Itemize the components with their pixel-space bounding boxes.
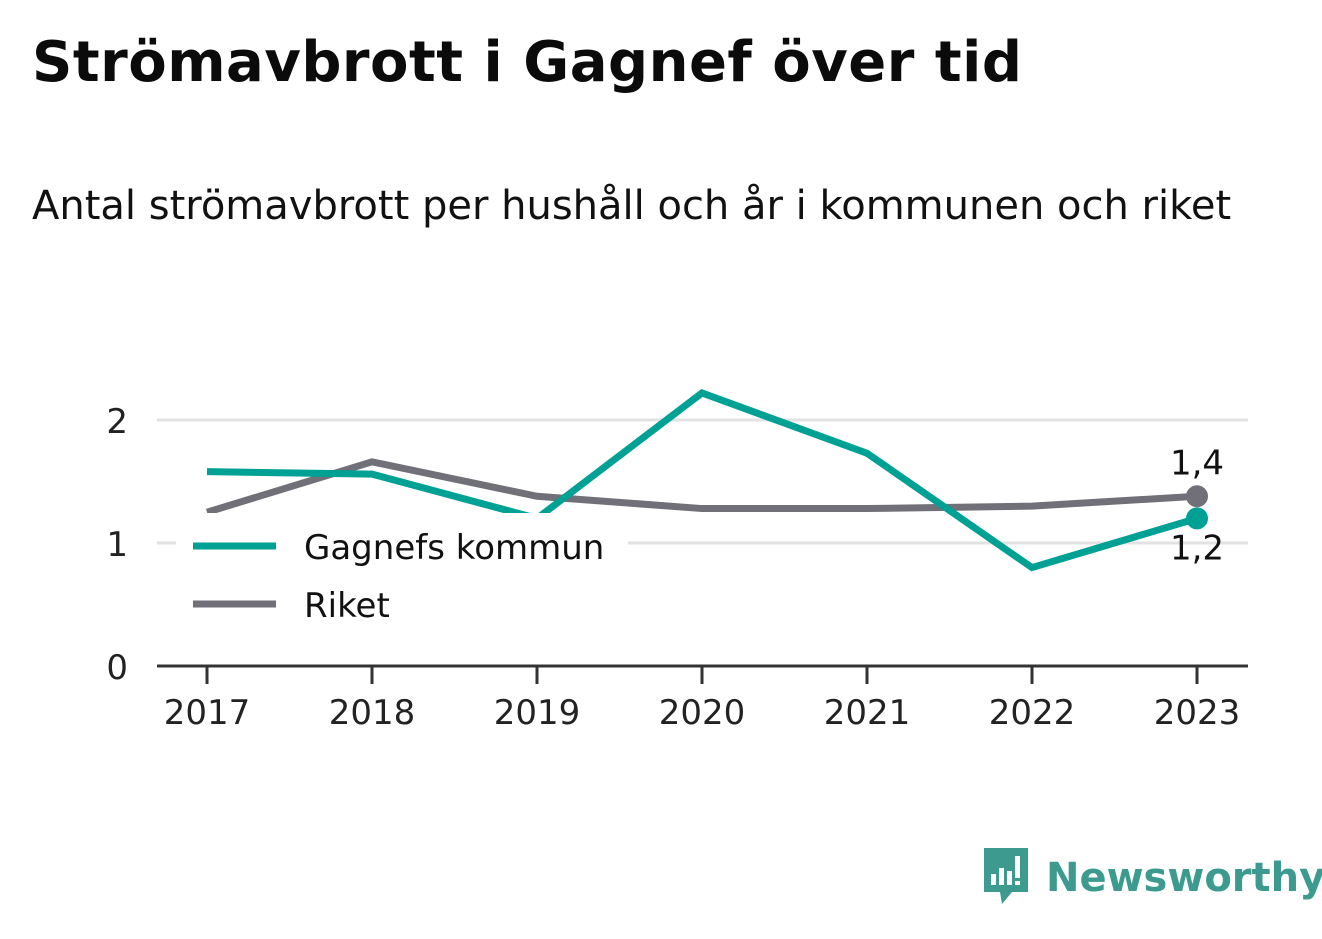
newsworthy-logo: Newsworthy	[980, 846, 1322, 910]
end-label-riket: 1,4	[1170, 443, 1224, 483]
end-labels: 1,2 1,4	[1170, 443, 1224, 568]
y-tick-label: 2	[106, 402, 128, 442]
x-axis: 2017 2018 2019 2020 2021 2022 2023	[157, 664, 1248, 733]
y-tick-label: 1	[106, 525, 128, 565]
legend-label-gagnef: Gagnefs kommun	[304, 528, 604, 568]
x-tick-label: 2020	[659, 693, 746, 733]
series-line-riket	[205, 458, 1198, 516]
end-label-gagnef: 1,2	[1170, 528, 1224, 568]
legend-background	[176, 513, 628, 638]
x-tick-label: 2023	[1154, 693, 1241, 733]
y-axis-labels: 0 1 2	[106, 402, 128, 688]
end-marker-riket	[1186, 485, 1208, 508]
chart-subtitle: Antal strömavbrott per hushåll och år i …	[32, 183, 1232, 229]
series-lines	[205, 388, 1199, 572]
bar-chart-speech-bubble-icon	[980, 844, 1032, 912]
x-tick-label: 2017	[164, 693, 251, 733]
x-tick-label: 2021	[824, 693, 911, 733]
legend: Gagnefs kommun Riket	[176, 513, 628, 638]
x-tick-label: 2018	[329, 693, 416, 733]
x-tick-label: 2019	[494, 693, 581, 733]
y-tick-label: 0	[106, 648, 128, 688]
x-tick-label: 2022	[989, 693, 1076, 733]
chart-title: Strömavbrott i Gagnef över tid	[32, 30, 1023, 95]
series-line-gagnef	[206, 388, 1199, 572]
brand-name: Newsworthy	[1046, 855, 1322, 901]
end-marker-gagnef	[1186, 507, 1208, 530]
legend-label-riket: Riket	[304, 586, 390, 626]
